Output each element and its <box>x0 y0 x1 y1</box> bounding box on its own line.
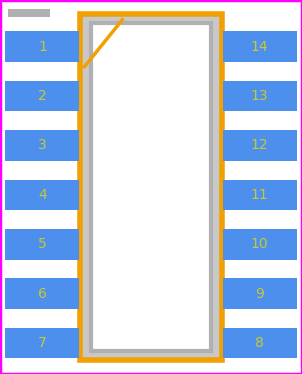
Text: 3: 3 <box>38 138 47 153</box>
FancyBboxPatch shape <box>91 23 211 351</box>
Text: 8: 8 <box>255 336 264 350</box>
FancyBboxPatch shape <box>5 180 79 210</box>
FancyBboxPatch shape <box>223 31 297 62</box>
FancyBboxPatch shape <box>223 130 297 161</box>
FancyBboxPatch shape <box>80 14 222 360</box>
Text: 7: 7 <box>38 336 47 350</box>
Text: 12: 12 <box>251 138 268 153</box>
Text: 1: 1 <box>38 40 47 54</box>
FancyBboxPatch shape <box>223 229 297 260</box>
FancyBboxPatch shape <box>5 229 79 260</box>
FancyBboxPatch shape <box>223 81 297 111</box>
Text: 2: 2 <box>38 89 47 103</box>
FancyBboxPatch shape <box>5 278 79 309</box>
Text: 14: 14 <box>251 40 268 54</box>
FancyBboxPatch shape <box>8 9 50 17</box>
FancyBboxPatch shape <box>223 328 297 358</box>
Text: 10: 10 <box>251 237 268 251</box>
FancyBboxPatch shape <box>223 180 297 210</box>
FancyBboxPatch shape <box>223 278 297 309</box>
Text: 4: 4 <box>38 188 47 202</box>
FancyBboxPatch shape <box>5 81 79 111</box>
Text: 11: 11 <box>251 188 268 202</box>
FancyBboxPatch shape <box>5 31 79 62</box>
Text: 9: 9 <box>255 286 264 301</box>
Text: 5: 5 <box>38 237 47 251</box>
Text: 13: 13 <box>251 89 268 103</box>
Text: 6: 6 <box>38 286 47 301</box>
FancyBboxPatch shape <box>5 328 79 358</box>
FancyBboxPatch shape <box>5 130 79 161</box>
